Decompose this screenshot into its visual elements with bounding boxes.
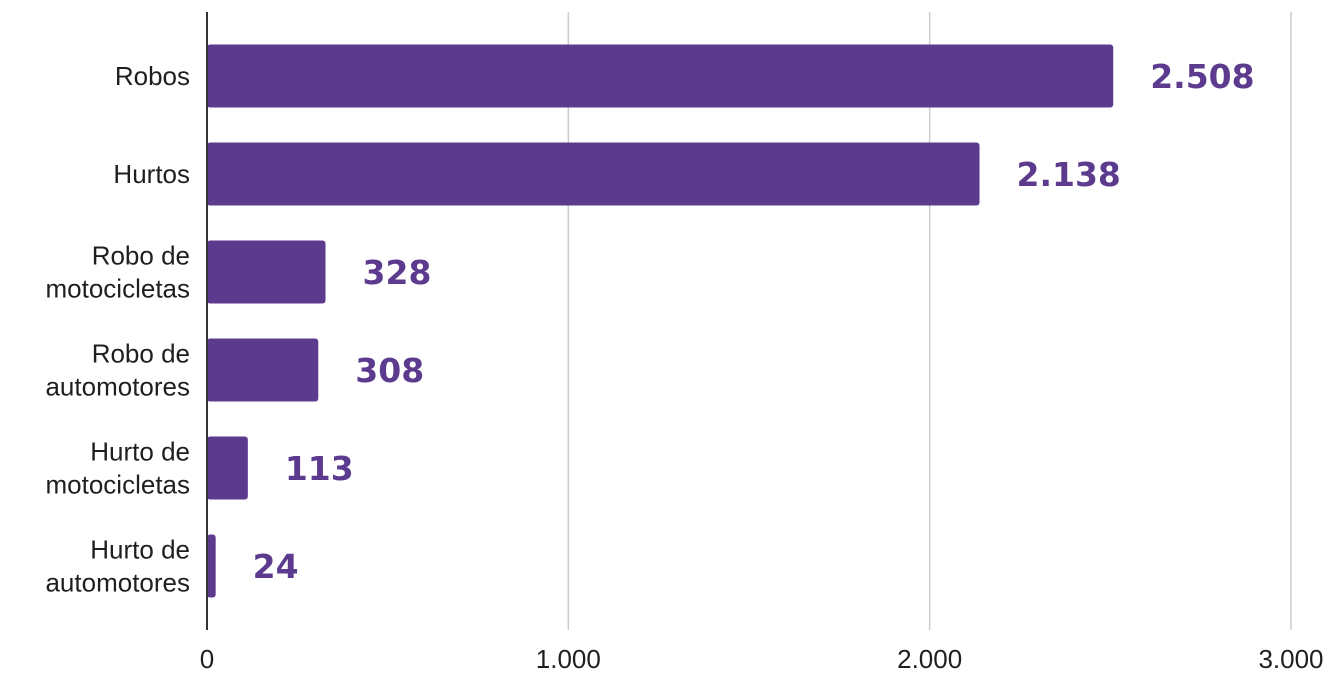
category-label: motocicletas	[46, 470, 191, 500]
bar	[207, 436, 248, 500]
category-label: Robo de	[92, 339, 190, 369]
category-label: Hurtos	[113, 159, 190, 189]
data-label: 2.138	[1017, 155, 1121, 194]
category-label: automotores	[45, 568, 190, 598]
category-label: motocicletas	[46, 274, 191, 304]
data-label: 2.508	[1150, 57, 1254, 96]
data-labels: 2.508 2.138 328 308 113 24	[253, 57, 1255, 586]
data-label: 24	[253, 547, 299, 586]
category-label: Hurto de	[90, 535, 190, 565]
bar	[207, 142, 980, 206]
category-label: Robo de	[92, 241, 190, 271]
bar	[207, 240, 326, 304]
x-tick-label: 2.000	[897, 644, 962, 674]
category-label: automotores	[45, 372, 190, 402]
bar	[207, 44, 1114, 108]
x-tick-label: 0	[200, 644, 214, 674]
bar	[207, 534, 216, 598]
category-label: Hurto de	[90, 437, 190, 467]
gridlines	[567, 12, 1292, 630]
data-label: 113	[285, 449, 354, 488]
x-tick-label: 1.000	[536, 644, 601, 674]
x-tick-label: 3.000	[1258, 644, 1323, 674]
data-label: 308	[355, 351, 424, 390]
x-axis-tick-labels: 0 1.000 2.000 3.000	[200, 644, 1324, 674]
bars	[207, 44, 1114, 598]
data-label: 328	[363, 253, 432, 292]
category-label: Robos	[115, 61, 190, 91]
bar	[207, 338, 319, 402]
